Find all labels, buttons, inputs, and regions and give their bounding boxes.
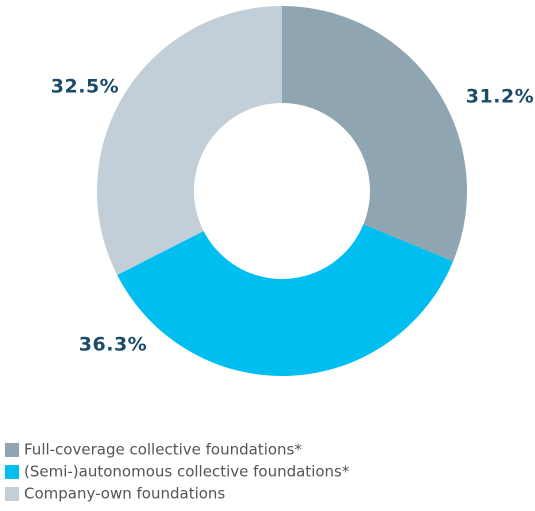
legend-swatch [5, 443, 19, 457]
legend-label: Full-coverage collective foundations* [24, 441, 302, 459]
legend-swatch [5, 487, 19, 501]
value-label: 32.5% [51, 76, 119, 98]
value-label: 31.2% [466, 86, 534, 108]
slice [96, 6, 282, 275]
legend-label: (Semi-)autonomous collective foundations… [24, 463, 350, 481]
legend-swatch [5, 465, 19, 479]
legend-label: Company-own foundations [24, 485, 225, 503]
value-label: 36.3% [79, 334, 147, 356]
slice [282, 6, 467, 262]
slice [117, 224, 454, 376]
